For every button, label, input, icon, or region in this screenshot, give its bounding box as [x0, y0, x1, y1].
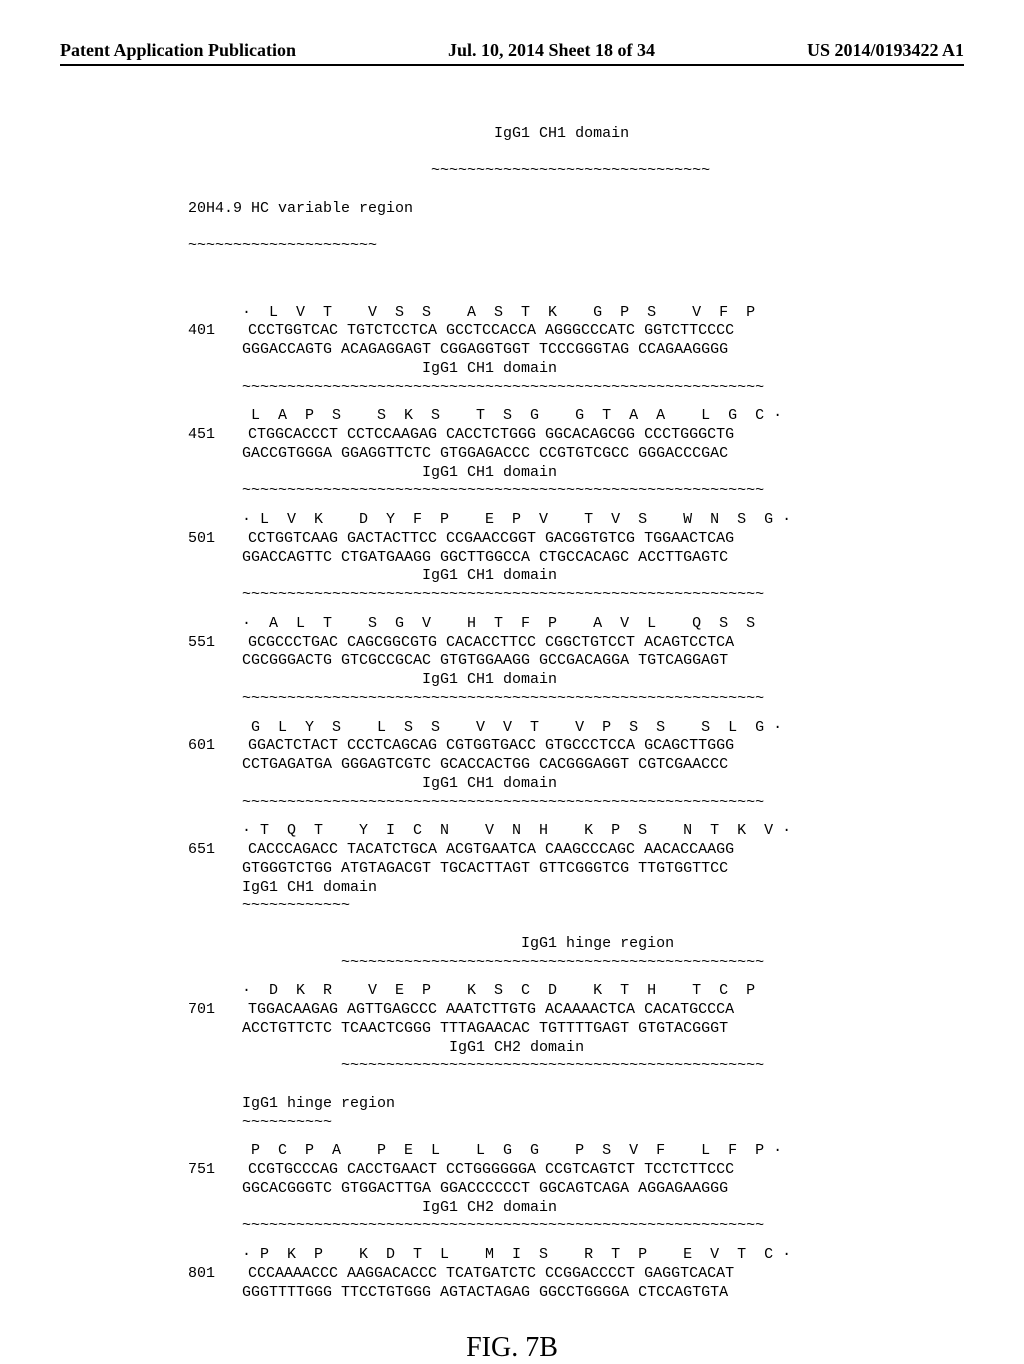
- dna-antisense-line: ACCTGTTCTC TCAACTCGGG TTTAGAACAC TGTTTTG…: [188, 1020, 964, 1039]
- position-number: 501: [188, 530, 248, 549]
- dna-antisense-line: CCTGAGATGA GGGAGTCGTC GCACCACTGG CACGGGA…: [188, 756, 964, 775]
- domain-label: IgG1 CH2 domain: [188, 1199, 964, 1218]
- position-number: 551: [188, 634, 248, 653]
- position-number: 801: [188, 1265, 248, 1284]
- domain-tilde: ~~~~~~~~~~~~~~~~~~~~~~~~~~~~~~~~~~~~~~~~…: [188, 690, 964, 709]
- igg1-label: IgG1 CH1 domain: [188, 125, 964, 144]
- header-right: US 2014/0193422 A1: [807, 40, 964, 61]
- domain-tilde: ~~~~~~~~~~~~~~~~~~~~~~~~~~~~~~~~~~~~~~~~…: [188, 586, 964, 605]
- dna-antisense-line: GGGTTTTGGG TTCCTGTGGG AGTACTAGAG GGCCTGG…: [188, 1284, 964, 1303]
- position-number: 701: [188, 1001, 248, 1020]
- domain-label: IgG1 CH1 domain: [188, 775, 964, 794]
- dna-antisense-line: CGCGGGACTG GTCGCCGCAC GTGTGGAAGG GCCGACA…: [188, 652, 964, 671]
- domain-label: IgG1 CH1 domain: [188, 464, 964, 483]
- domain-tilde: ~~~~~~~~~~: [188, 1114, 964, 1133]
- aa-line: G L Y S L S S V V T V P S S S L G ·: [188, 719, 964, 738]
- position-number: 651: [188, 841, 248, 860]
- sequence-block: · D K R V E P K S C D K T H T C P701TGGA…: [188, 982, 964, 1132]
- domain-label: IgG1 CH1 domain: [188, 671, 964, 690]
- dna-sense-line: 401CCCTGGTCAC TGTCTCCTCA GCCTCCACCA AGGG…: [188, 322, 964, 341]
- dna-sense-line: 501CCTGGTCAAG GACTACTTCC CCGAACCGGT GACG…: [188, 530, 964, 549]
- sequence-block: · P K P K D T L M I S R T P E V T C ·801…: [188, 1246, 964, 1302]
- aa-line: · D K R V E P K S C D K T H T C P: [188, 982, 964, 1001]
- position-number: 751: [188, 1161, 248, 1180]
- top-annotations: IgG1 CH1 domain ~~~~~~~~~~~~~~~~~~~~~~~~…: [188, 106, 964, 294]
- domain-tilde: ~~~~~~~~~~~~: [188, 897, 964, 916]
- header-center: Jul. 10, 2014 Sheet 18 of 34: [448, 40, 655, 61]
- dna-sense-line: 751CCGTGCCCAG CACCTGAACT CCTGGGGGGA CCGT…: [188, 1161, 964, 1180]
- domain-tilde: ~~~~~~~~~~~~~~~~~~~~~~~~~~~~~~~~~~~~~~~~…: [188, 954, 964, 973]
- aa-line: P C P A P E L L G G P S V F L F P ·: [188, 1142, 964, 1161]
- aa-line: · T Q T Y I C N V N H K P S N T K V ·: [188, 822, 964, 841]
- domain-label: IgG1 CH1 domain: [188, 567, 964, 586]
- dna-sense-line: 551GCGCCCTGAC CAGCGGCGTG CACACCTTCC CGGC…: [188, 634, 964, 653]
- dna-sense-line: 451CTGGCACCCT CCTCCAAGAG CACCTCTGGG GGCA…: [188, 426, 964, 445]
- sequence-block: · L V T V S S A S T K G P S V F P401CCCT…: [188, 304, 964, 398]
- figure-caption: FIG. 7B: [60, 1332, 964, 1364]
- position-number: 601: [188, 737, 248, 756]
- aa-line: · L V K D Y F P E P V T V S W N S G ·: [188, 511, 964, 530]
- domain-tilde: ~~~~~~~~~~~~~~~~~~~~~~~~~~~~~~~~~~~~~~~~…: [188, 1057, 964, 1076]
- position-number: 401: [188, 322, 248, 341]
- domain-tilde: ~~~~~~~~~~~~~~~~~~~~~~~~~~~~~~~~~~~~~~~~…: [188, 379, 964, 398]
- dna-sense-line: 601GGACTCTACT CCCTCAGCAG CGTGGTGACC GTGC…: [188, 737, 964, 756]
- dna-antisense-line: GGGACCAGTG ACAGAGGAGT CGGAGGTGGT TCCCGGG…: [188, 341, 964, 360]
- domain-label: IgG1 hinge region: [188, 935, 964, 954]
- aa-line: L A P S S K S T S G G T A A L G C ·: [188, 407, 964, 426]
- igg1-tilde: ~~~~~~~~~~~~~~~~~~~~~~~~~~~~~~~: [188, 162, 964, 181]
- aa-line: · L V T V S S A S T K G P S V F P: [188, 304, 964, 323]
- sequence-block: · L V K D Y F P E P V T V S W N S G ·501…: [188, 511, 964, 605]
- position-number: 451: [188, 426, 248, 445]
- sequence-block: L A P S S K S T S G G T A A L G C ·451CT…: [188, 407, 964, 501]
- domain-tilde: ~~~~~~~~~~~~~~~~~~~~~~~~~~~~~~~~~~~~~~~~…: [188, 482, 964, 501]
- domain-label: IgG1 CH1 domain: [188, 360, 964, 379]
- domain-tilde: ~~~~~~~~~~~~~~~~~~~~~~~~~~~~~~~~~~~~~~~~…: [188, 1217, 964, 1236]
- var-region-tilde: ~~~~~~~~~~~~~~~~~~~~~: [188, 237, 964, 256]
- header-left: Patent Application Publication: [60, 40, 296, 61]
- dna-antisense-line: GACCGTGGGA GGAGGTTCTC GTGGAGACCC CCGTGTC…: [188, 445, 964, 464]
- dna-antisense-line: GGACCAGTTC CTGATGAAGG GGCTTGGCCA CTGCCAC…: [188, 549, 964, 568]
- dna-sense-line: 701TGGACAAGAG AGTTGAGCCC AAATCTTGTG ACAA…: [188, 1001, 964, 1020]
- dna-sense-line: 801CCCAAAACCC AAGGACACCC TCATGATCTC CCGG…: [188, 1265, 964, 1284]
- domain-tilde: ~~~~~~~~~~~~~~~~~~~~~~~~~~~~~~~~~~~~~~~~…: [188, 794, 964, 813]
- sequence-block: · T Q T Y I C N V N H K P S N T K V ·651…: [188, 822, 964, 972]
- sequence-block: · A L T S G V H T F P A V L Q S S551GCGC…: [188, 615, 964, 709]
- domain-label: IgG1 CH1 domain: [188, 879, 964, 898]
- sequence-content: · L V T V S S A S T K G P S V F P401CCCT…: [60, 304, 964, 1303]
- aa-line: · P K P K D T L M I S R T P E V T C ·: [188, 1246, 964, 1265]
- dna-sense-line: 651CACCCAGACC TACATCTGCA ACGTGAATCA CAAG…: [188, 841, 964, 860]
- dna-antisense-line: GTGGGTCTGG ATGTAGACGT TGCACTTAGT GTTCGGG…: [188, 860, 964, 879]
- domain-label: IgG1 CH2 domain: [188, 1039, 964, 1058]
- sequence-block: G L Y S L S S V V T V P S S S L G ·601GG…: [188, 719, 964, 813]
- sequence-block: P C P A P E L L G G P S V F L F P ·751CC…: [188, 1142, 964, 1236]
- dna-antisense-line: GGCACGGGTC GTGGACTTGA GGACCCCCCT GGCAGTC…: [188, 1180, 964, 1199]
- aa-line: · A L T S G V H T F P A V L Q S S: [188, 615, 964, 634]
- domain-label: IgG1 hinge region: [188, 1095, 964, 1114]
- var-region-label: 20H4.9 HC variable region: [188, 200, 964, 219]
